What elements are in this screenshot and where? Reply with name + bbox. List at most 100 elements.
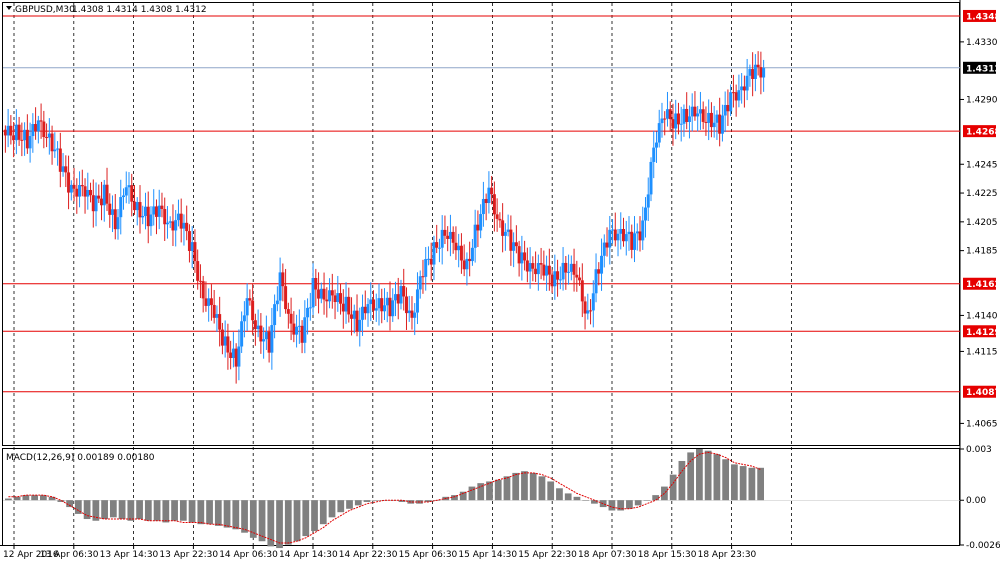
x-tick-label: 18 Apr 15:30 xyxy=(638,550,697,560)
candle-body xyxy=(624,234,628,242)
candle-body xyxy=(742,86,746,91)
macd-bar xyxy=(722,459,730,501)
candle-body xyxy=(616,233,620,241)
macd-bar xyxy=(136,500,143,520)
candle-body xyxy=(149,214,153,227)
candle-body xyxy=(383,305,386,312)
x-tick-label: 14 Apr 22:30 xyxy=(339,550,398,560)
candle-body xyxy=(212,304,216,318)
candle-body xyxy=(185,222,189,232)
candle-body xyxy=(545,265,549,276)
x-tick-label: 13 Apr 14:30 xyxy=(100,550,159,560)
candle-body xyxy=(163,209,167,225)
candle-body xyxy=(451,231,455,243)
macd-bar xyxy=(293,500,301,542)
macd-bar xyxy=(599,500,607,508)
candle-body xyxy=(611,229,615,231)
candle-body xyxy=(468,258,472,262)
level-tag-label: 1.4268 xyxy=(966,128,1000,138)
macd-bar xyxy=(153,500,161,521)
candle-body xyxy=(42,121,46,138)
candle-body xyxy=(143,206,147,216)
candle-body xyxy=(443,229,447,236)
candle-body xyxy=(556,271,560,280)
candle-body xyxy=(630,231,634,250)
macd-bar xyxy=(669,474,677,501)
candle-body xyxy=(17,124,21,140)
candle-body xyxy=(3,129,7,136)
macd-bar xyxy=(144,500,152,521)
candle-body xyxy=(707,112,711,123)
candle-body xyxy=(731,92,735,94)
candle-body xyxy=(740,86,744,91)
macd-bar xyxy=(398,500,406,502)
level-tag-label: 1.4087 xyxy=(966,388,1000,398)
candle-body xyxy=(663,118,667,120)
macd-bar xyxy=(5,498,12,501)
candle-body xyxy=(748,69,752,76)
macd-bar xyxy=(223,500,231,528)
macd-bar xyxy=(57,500,65,502)
candle-body xyxy=(459,245,463,261)
candle-body xyxy=(240,321,244,347)
candle-body xyxy=(179,213,183,229)
candle-body xyxy=(223,336,227,346)
candle-body xyxy=(654,142,658,148)
macd-bar xyxy=(197,500,205,525)
macd-bar xyxy=(13,496,21,501)
candle-body xyxy=(465,258,469,270)
candle-body xyxy=(363,306,367,314)
candle-body xyxy=(674,113,678,129)
macd-bar xyxy=(372,500,380,501)
candle-body xyxy=(154,206,158,217)
candle-body xyxy=(583,301,587,314)
y-tick-label: 1.4290 xyxy=(966,95,998,105)
candle-body xyxy=(160,205,164,210)
candle-body xyxy=(226,336,230,353)
candle-body xyxy=(204,298,208,306)
candle-body xyxy=(718,114,722,134)
macd-bar xyxy=(328,500,336,518)
candle-body xyxy=(259,325,263,342)
x-tick-label: 15 Apr 06:30 xyxy=(399,550,458,560)
candle-body xyxy=(399,286,403,304)
ohlc-label: 1.4308 1.4314 1.4308 1.4312 xyxy=(72,5,207,15)
candle-body xyxy=(613,229,617,241)
candle-body xyxy=(627,231,631,235)
y-tick-label: 1.4330 xyxy=(966,38,998,48)
candle-body xyxy=(275,300,279,305)
candle-body xyxy=(446,235,450,239)
candle-body xyxy=(602,242,606,256)
macd-bar xyxy=(22,495,30,501)
candle-body xyxy=(547,265,551,275)
candle-body xyxy=(132,201,136,211)
macd-bar xyxy=(83,500,91,520)
macd-bar xyxy=(171,500,178,521)
candle-body xyxy=(737,90,741,101)
macd-bar xyxy=(564,493,572,501)
candle-body xyxy=(157,205,161,217)
macd-bar xyxy=(302,500,310,537)
candle-body xyxy=(6,125,10,136)
macd-bar xyxy=(591,500,598,504)
candle-body xyxy=(572,263,576,275)
candle-body xyxy=(289,313,293,324)
macd-bar xyxy=(652,495,660,501)
candle-body xyxy=(525,260,529,272)
macd-bar xyxy=(319,500,327,525)
candle-body xyxy=(105,184,109,204)
macd-bar xyxy=(109,500,117,518)
candle-body xyxy=(569,263,573,272)
collapse-triangle-icon[interactable] xyxy=(6,6,12,10)
symbol-label: GBPUSD,M30 xyxy=(15,5,75,15)
candle-body xyxy=(300,325,304,343)
candle-body xyxy=(141,215,145,218)
candle-body xyxy=(182,222,186,229)
candle-body xyxy=(330,290,334,296)
candle-body xyxy=(668,109,672,120)
level-tag xyxy=(963,9,996,22)
candle-body xyxy=(531,263,535,269)
candle-body xyxy=(709,112,713,128)
candle-body xyxy=(218,314,222,330)
